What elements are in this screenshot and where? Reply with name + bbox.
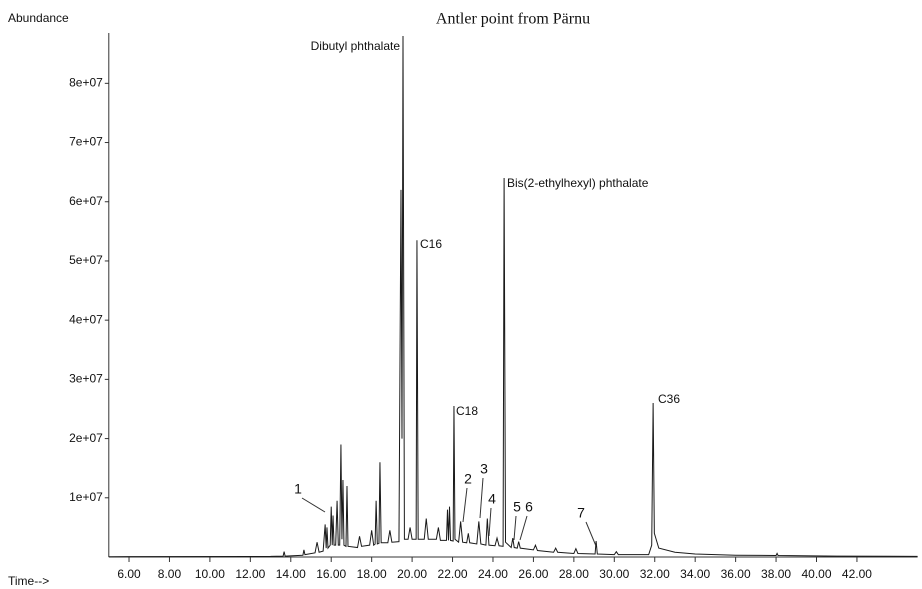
y-tick-label: 3e+07 <box>69 372 103 386</box>
x-tick-label: 18.00 <box>357 567 387 581</box>
x-tick-label: 20.00 <box>397 567 427 581</box>
x-tick-label: 42.00 <box>842 567 872 581</box>
annotation-leader <box>519 515 528 541</box>
x-tick-label: 8.00 <box>158 567 182 581</box>
annotation: 2 <box>464 471 472 487</box>
annotation-leader <box>513 515 517 541</box>
x-tick-label: 36.00 <box>721 567 751 581</box>
annotation: C18 <box>456 404 478 418</box>
annotation: C36 <box>658 392 680 406</box>
x-tick-label: 30.00 <box>599 567 629 581</box>
y-tick-label: 8e+07 <box>69 75 103 89</box>
y-tick-label: 7e+07 <box>69 135 103 149</box>
y-axis-label: Abundance <box>8 11 69 25</box>
annotation: 5 <box>513 499 521 515</box>
x-tick-label: 22.00 <box>438 567 468 581</box>
y-tick-label: 2e+07 <box>69 431 103 445</box>
x-tick-label: 26.00 <box>518 567 548 581</box>
x-tick-label: 24.00 <box>478 567 508 581</box>
y-tick-label: 6e+07 <box>69 194 103 208</box>
annotation: 7 <box>577 505 585 521</box>
x-tick-label: 12.00 <box>235 567 265 581</box>
x-tick-label: 14.00 <box>276 567 306 581</box>
annotation-leader <box>479 477 484 519</box>
x-tick-label: 6.00 <box>117 567 141 581</box>
annotation: 1 <box>294 481 302 497</box>
x-tick-label: 32.00 <box>640 567 670 581</box>
annotation: 6 <box>525 499 533 515</box>
chromatogram-line <box>108 35 918 558</box>
annotation: 3 <box>480 461 488 477</box>
x-tick-label: 34.00 <box>680 567 710 581</box>
x-tick-label: 28.00 <box>559 567 589 581</box>
annotation: C16 <box>420 237 442 251</box>
annotation-leader <box>488 507 492 537</box>
x-tick-label: 10.00 <box>195 567 225 581</box>
y-tick-label: 4e+07 <box>69 312 103 326</box>
x-tick-label: 16.00 <box>316 567 346 581</box>
x-axis-label: Time--> <box>8 574 49 588</box>
annotation-leader <box>301 497 326 513</box>
chart-title: Antler point from Pärnu <box>436 11 590 28</box>
annotation-leader <box>462 487 468 523</box>
annotation-leader <box>585 521 597 547</box>
annotation: Dibutyl phthalate <box>311 39 401 53</box>
annotation: Bis(2-ethylhexyl) phthalate <box>507 176 649 190</box>
y-tick-label: 1e+07 <box>69 490 103 504</box>
annotation: 4 <box>488 491 496 507</box>
x-tick-label: 38.00 <box>761 567 791 581</box>
y-tick-label: 5e+07 <box>69 253 103 267</box>
x-tick-label: 40.00 <box>801 567 831 581</box>
